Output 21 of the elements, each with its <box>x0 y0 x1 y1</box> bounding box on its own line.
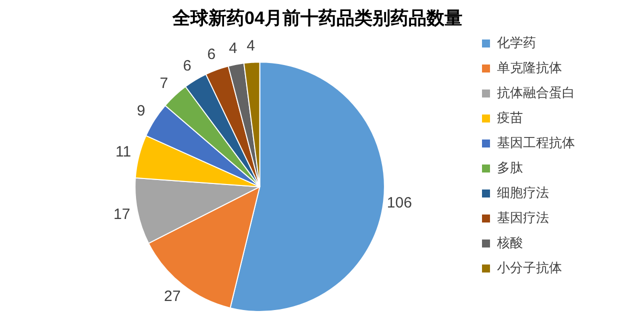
legend-label: 疫苗 <box>497 110 523 126</box>
legend-label: 小分子抗体 <box>497 260 562 276</box>
data-label: 11 <box>116 144 132 161</box>
data-label: 6 <box>182 57 192 74</box>
data-label: 27 <box>164 288 181 306</box>
data-label: 9 <box>136 102 146 120</box>
legend-label: 多肽 <box>497 160 523 176</box>
legend-label: 细胞疗法 <box>497 185 549 200</box>
data-label: 17 <box>113 206 130 223</box>
legend-label: 化学药 <box>497 35 536 50</box>
legend-label: 核酸 <box>496 235 523 250</box>
data-label: 4 <box>246 38 255 55</box>
legend-label: 基因工程抗体 <box>497 135 575 150</box>
legend-label: 基因疗法 <box>497 210 549 226</box>
data-label: 6 <box>207 46 216 63</box>
legend-label: 抗体融合蛋白 <box>497 85 575 100</box>
data-label: 106 <box>386 194 412 212</box>
data-label: 4 <box>228 40 238 57</box>
legend-label: 单克隆抗体 <box>497 60 562 76</box>
data-label: 7 <box>160 74 168 92</box>
chart-title: 全球新药04月前十药品类别药品数量 <box>171 8 463 28</box>
